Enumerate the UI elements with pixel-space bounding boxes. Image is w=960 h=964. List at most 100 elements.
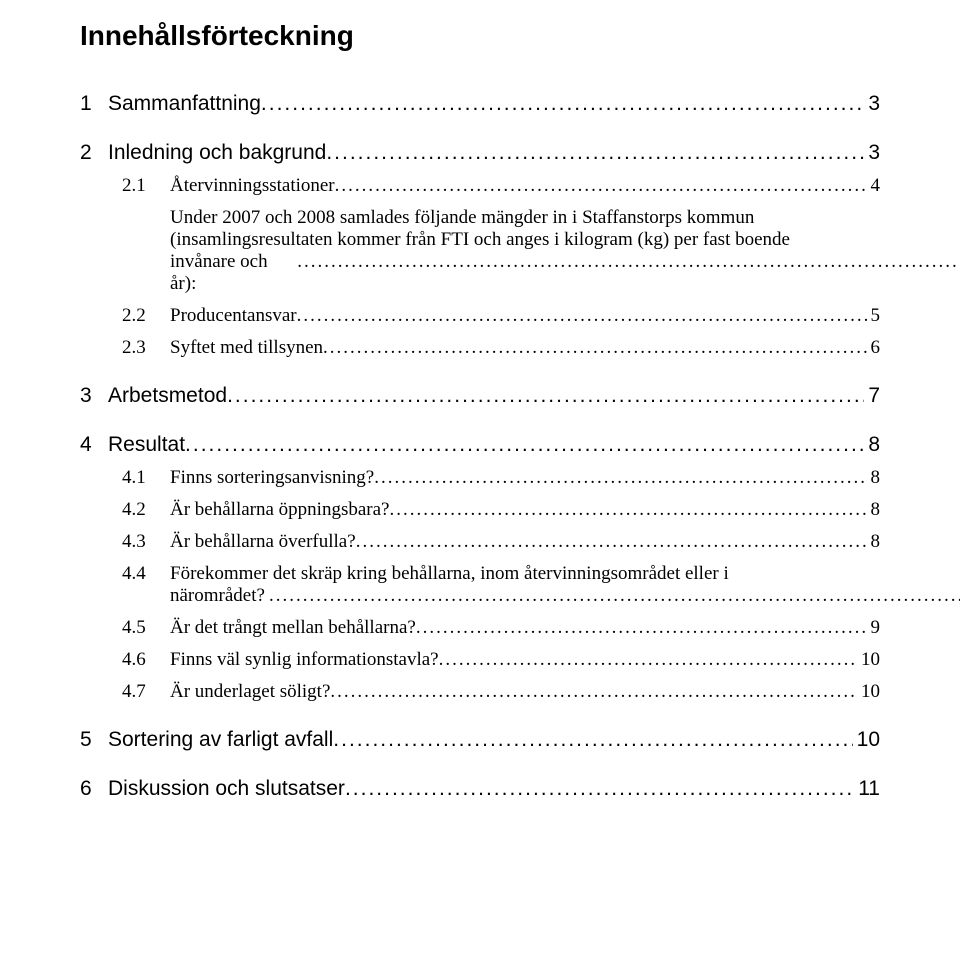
toc-entry-label: Finns sorteringsanvisning? [170,467,374,489]
toc-entry-label: Producentansvar [170,305,297,327]
toc-entry-number: 4.2 [122,499,170,521]
toc-leader: ........................................… [227,384,864,408]
toc-entry-l2: 4.1Finns sorteringsanvisning?...........… [122,467,880,489]
toc-entry-text: Är underlaget söligt?...................… [170,681,880,703]
toc-entry-number: 4.4 [122,563,170,585]
toc-entry-number: 6 [80,777,108,801]
toc-entry-text: Är det trångt mellan behållarna?........… [170,617,880,639]
toc-entry-l1: 5Sortering av farligt avfall............… [80,728,880,752]
toc-entry-page: 10 [857,681,880,703]
toc-entry-label: Återvinningsstationer [170,175,335,197]
toc-entry-text: Arbetsmetod.............................… [108,384,880,408]
toc-entry-l1: 6Diskussion och slutsatser..............… [80,777,880,801]
toc-entry-label: Är behållarna öppningsbara? [170,499,389,521]
toc-entry-label: Diskussion och slutsatser [108,777,345,801]
toc-entry-label: Sortering av farligt avfall [108,728,333,752]
toc-entry-label: Arbetsmetod [108,384,227,408]
toc-entry-text: Finns sorteringsanvisning?..............… [170,467,880,489]
page-title: Innehållsförteckning [80,20,880,52]
toc-entry-text: Återvinningsstationer...................… [170,175,880,197]
toc-entry-number: 4.3 [122,531,170,553]
toc-entry-page: 8 [867,467,881,489]
table-of-contents: 1Sammanfattning.........................… [80,92,880,801]
toc-entry-number: 4.1 [122,467,170,489]
toc-entry-last-line: invånare och år):.......................… [170,251,960,295]
toc-leader: ........................................… [439,649,857,671]
toc-leader: ........................................… [297,251,960,273]
toc-entry-l2: 4.5Är det trångt mellan behållarna?.....… [122,617,880,639]
toc-leader: ........................................… [330,681,857,703]
toc-leader: ........................................… [416,617,867,639]
toc-entry-label: Finns väl synlig informationstavla? [170,649,439,671]
toc-entry-page: 3 [864,141,880,165]
toc-entry-text: Är behållarna överfulla?................… [170,531,880,553]
toc-entry-multiline: Förekommer det skräp kring behållarna, i… [170,563,960,607]
toc-entry-l2: 4.4Förekommer det skräp kring behållarna… [122,563,880,607]
toc-entry-number: 4.5 [122,617,170,639]
toc-leader: ........................................… [326,141,864,165]
toc-entry-l1: 2Inledning och bakgrund.................… [80,141,880,165]
toc-entry-label-line: Under 2007 och 2008 samlades följande mä… [170,207,960,229]
toc-entry-number: 4.6 [122,649,170,671]
toc-entry-label: Är det trångt mellan behållarna? [170,617,416,639]
toc-entry-l1: 3Arbetsmetod............................… [80,384,880,408]
toc-entry-label: Resultat [108,433,185,457]
toc-entry-page: 11 [854,777,880,801]
toc-entry-text: Är behållarna öppningsbara?.............… [170,499,880,521]
document-page: Innehållsförteckning 1Sammanfattning....… [0,0,960,845]
toc-entry-text: Finns väl synlig informationstavla?.....… [170,649,880,671]
toc-entry-l2: 2.1Återvinningsstationer................… [122,175,880,197]
toc-entry-text: Sammanfattning..........................… [108,92,880,116]
toc-entry-page: 9 [867,617,881,639]
toc-entry-label: invånare och år): [170,251,293,295]
toc-entry-label-line: (insamlingsresultaten kommer från FTI oc… [170,229,960,251]
toc-entry-number: 5 [80,728,108,752]
toc-entry-number: 4.7 [122,681,170,703]
toc-entry-number: 2.3 [122,337,170,359]
toc-entry-page: 4 [867,175,881,197]
toc-entry-text: Diskussion och slutsatser...............… [108,777,880,801]
toc-entry-l2: 2.3Syftet med tillsynen.................… [122,337,880,359]
toc-entry-page: 8 [867,531,881,553]
toc-leader: ........................................… [333,728,852,752]
toc-entry-label: Är underlaget söligt? [170,681,330,703]
toc-leader: ........................................… [261,92,864,116]
toc-entry-page: 8 [867,499,881,521]
toc-entry-page: 5 [867,305,881,327]
toc-leader: ........................................… [269,585,960,607]
toc-entry-page: 7 [864,384,880,408]
toc-entry-label-line: Förekommer det skräp kring behållarna, i… [170,563,960,585]
toc-entry-l2: 4.6Finns väl synlig informationstavla?..… [122,649,880,671]
toc-entry-l2: 4.3Är behållarna överfulla?.............… [122,531,880,553]
toc-leader: ........................................… [389,499,866,521]
toc-entry-number: 4 [80,433,108,457]
toc-entry-text: Sortering av farligt avfall.............… [108,728,880,752]
toc-entry-number: 3 [80,384,108,408]
toc-entry-l1: 1Sammanfattning.........................… [80,92,880,116]
toc-entry-l2: 4.2Är behållarna öppningsbara?..........… [122,499,880,521]
toc-entry-page: 8 [864,433,880,457]
toc-entry-l2: Under 2007 och 2008 samlades följande mä… [122,207,880,295]
toc-entry-number: 2.2 [122,305,170,327]
toc-leader: ........................................… [323,337,866,359]
toc-entry-text: Resultat................................… [108,433,880,457]
toc-entry-label: Är behållarna överfulla? [170,531,356,553]
toc-entry-text: Producentansvar.........................… [170,305,880,327]
toc-entry-label: Sammanfattning [108,92,261,116]
toc-entry-number: 2 [80,141,108,165]
toc-entry-page: 10 [853,728,880,752]
toc-entry-last-line: närområdet?.............................… [170,585,960,607]
toc-entry-number: 1 [80,92,108,116]
toc-entry-label: Syftet med tillsynen [170,337,323,359]
toc-entry-label: Inledning och bakgrund [108,141,326,165]
toc-entry-number: 2.1 [122,175,170,197]
toc-leader: ........................................… [374,467,866,489]
toc-entry-text: Syftet med tillsynen....................… [170,337,880,359]
toc-leader: ........................................… [335,175,867,197]
toc-entry-page: 3 [864,92,880,116]
toc-entry-page: 10 [857,649,880,671]
toc-leader: ........................................… [185,433,864,457]
toc-leader: ........................................… [297,305,867,327]
toc-entry-l2: 4.7Är underlaget söligt?................… [122,681,880,703]
toc-entry-l1: 4Resultat...............................… [80,433,880,457]
